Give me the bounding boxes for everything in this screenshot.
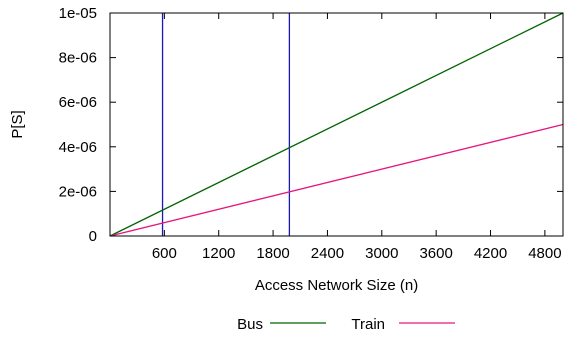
y-tick-label: 8e-06	[59, 50, 97, 67]
x-tick-label: 4200	[474, 245, 507, 262]
x-tick-label: 4800	[528, 245, 561, 262]
x-tick-label: 3600	[419, 245, 452, 262]
y-tick-label: 2e-06	[59, 183, 97, 200]
y-tick-label: 4e-06	[59, 139, 97, 156]
x-tick-label: 1200	[202, 245, 235, 262]
x-tick-label: 1800	[256, 245, 289, 262]
y-tick-label: 0	[89, 228, 97, 245]
y-tick-label: 1e-05	[59, 5, 97, 22]
plot-lines	[109, 12, 564, 237]
plot-frame	[109, 12, 564, 237]
series-line-train	[109, 123, 564, 237]
y-tick-label: 6e-06	[59, 94, 97, 111]
x-tick-label: 2400	[311, 245, 344, 262]
axis-ticks	[110, 13, 563, 236]
x-axis-label: Access Network Size (n)	[255, 277, 418, 294]
y-axis-label: P[S]	[9, 110, 26, 138]
x-tick-label: 600	[152, 245, 177, 262]
axis-tick-labels: 600 1200 1800 2400 3000 3600 4200 4800 0 2e-06 4e-…	[59, 5, 562, 262]
legend-label-train: Train	[351, 316, 385, 333]
legend: Bus Train	[237, 316, 455, 333]
legend-label-bus: Bus	[237, 316, 263, 333]
series-line-bus	[109, 12, 564, 237]
x-tick-label: 3000	[365, 245, 398, 262]
